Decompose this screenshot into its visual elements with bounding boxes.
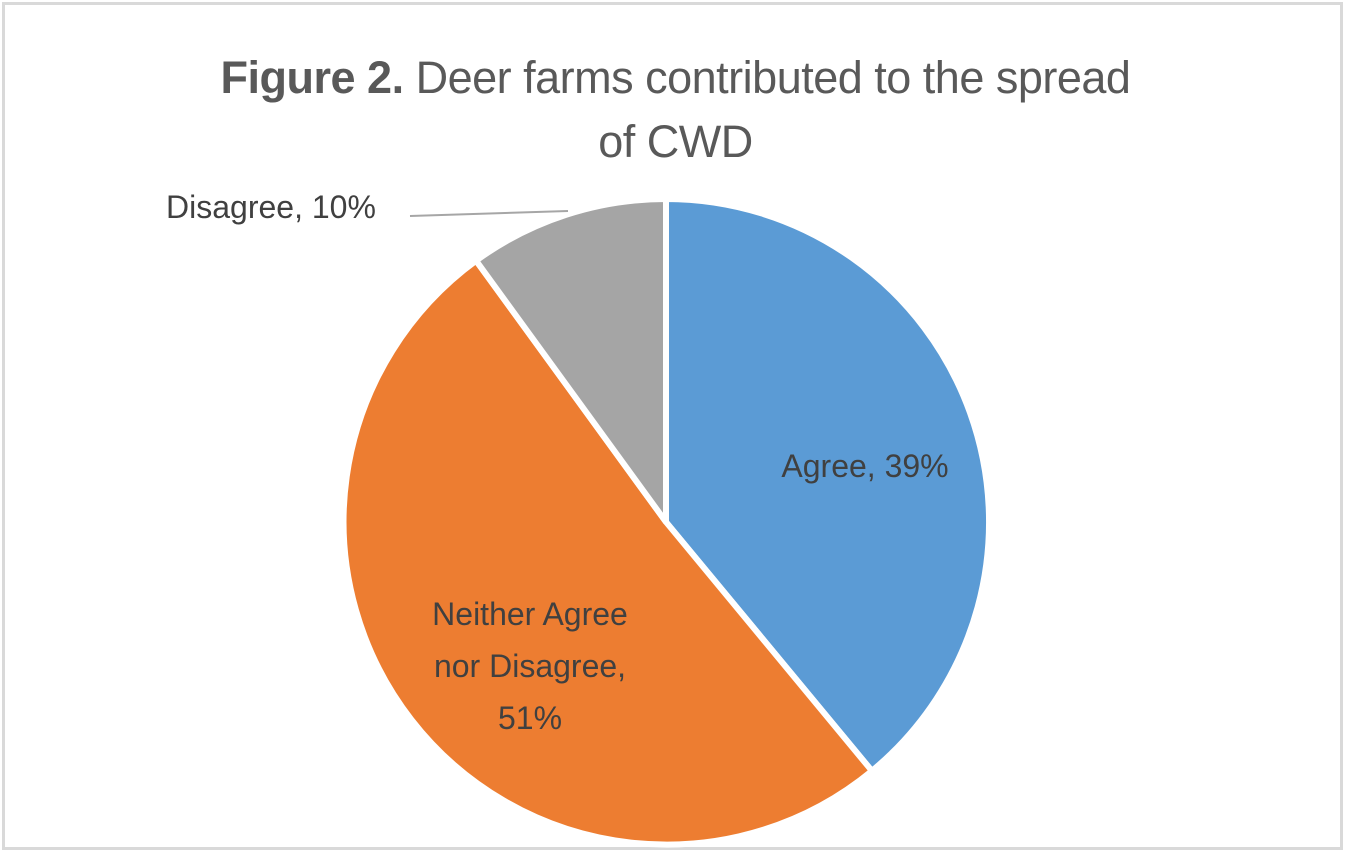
- pie-slice-disagree: [473, 196, 669, 525]
- pie-slice-neither-agree-nor-disagree: [340, 257, 875, 848]
- label-neither-line3: 51%: [497, 700, 563, 736]
- label-neither-line1: Neither Agree: [432, 596, 628, 632]
- pie-slices: [340, 196, 993, 848]
- pie-slice-agree: [663, 196, 993, 774]
- disagree-leader-line: [409, 210, 569, 217]
- title-line2: of CWD: [598, 116, 753, 167]
- title-bold: Figure 2.: [220, 52, 405, 103]
- label-neither-line2: nor Disagree,: [433, 648, 627, 684]
- label-neither: Neither Agree nor Disagree, 51%: [380, 588, 680, 744]
- label-agree: Agree, 39%: [781, 448, 949, 484]
- label-disagree: Disagree, 10%: [166, 189, 376, 225]
- chart-title: Figure 2. Deer farms contributed to the …: [0, 46, 1351, 174]
- title-rest: Deer farms contributed to the spread: [403, 52, 1131, 103]
